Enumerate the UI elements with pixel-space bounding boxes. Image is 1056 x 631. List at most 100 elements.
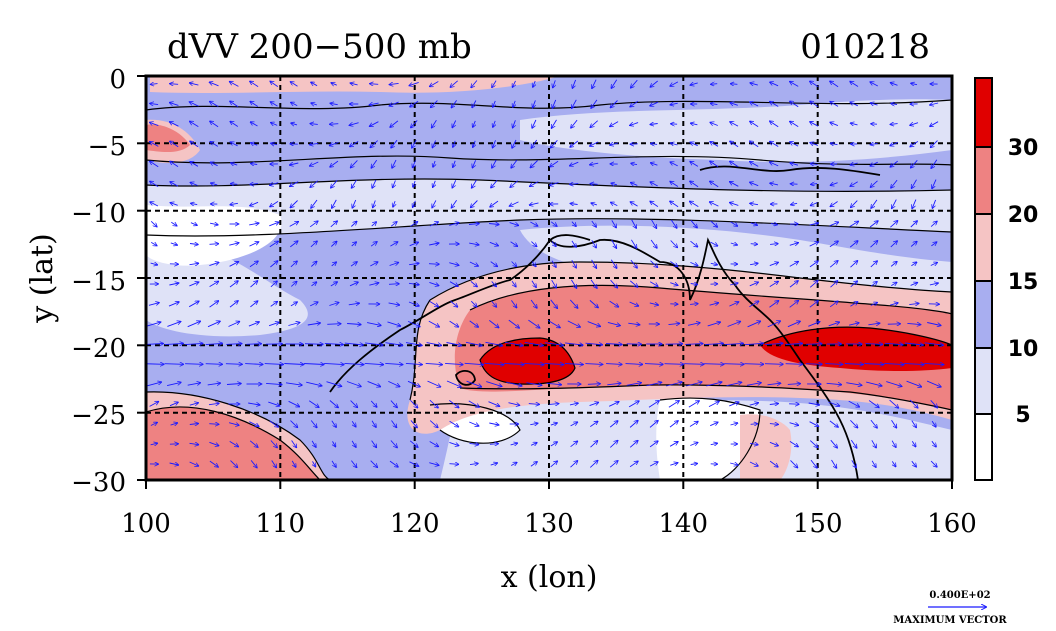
wind-vector <box>670 261 677 267</box>
wind-vector <box>150 263 158 265</box>
wind-vector <box>493 120 495 127</box>
wind-vector <box>330 282 337 287</box>
wind-vector <box>590 441 598 448</box>
wind-vector <box>890 221 897 228</box>
wind-vector <box>769 424 778 425</box>
wind-vector <box>830 201 838 207</box>
wind-vector <box>648 401 659 408</box>
wind-vector <box>629 461 638 468</box>
wind-vector <box>631 219 637 228</box>
wind-vector <box>511 281 516 286</box>
wind-vector <box>229 262 239 267</box>
wind-vector <box>164 343 183 344</box>
wind-vector <box>530 160 538 168</box>
wind-vector <box>747 321 761 328</box>
wind-vector <box>290 163 299 165</box>
x-tick-label: 100 <box>121 509 171 539</box>
wind-vector <box>750 244 758 245</box>
wind-vector <box>927 322 941 326</box>
wind-vector <box>331 83 337 85</box>
wind-vector <box>550 160 559 166</box>
wind-vector <box>230 203 238 204</box>
wind-vector <box>306 381 322 386</box>
wind-vector <box>393 200 395 207</box>
wind-vector <box>809 223 819 225</box>
wind-vector <box>592 79 597 89</box>
wind-vector <box>333 441 336 446</box>
wind-vector <box>871 460 876 467</box>
wind-vector <box>170 203 178 206</box>
wind-vector <box>410 222 418 227</box>
wind-vector <box>307 323 320 325</box>
y-tick-label: −30 <box>71 468 126 498</box>
wind-vector <box>611 100 618 108</box>
wind-vector <box>230 142 238 147</box>
wind-vector <box>291 440 297 448</box>
wind-vector <box>611 79 618 88</box>
wind-vector <box>750 182 759 187</box>
wind-vector <box>370 140 379 148</box>
y-tick-labels: 0 −5 −10 −15 −20 −25 −30 <box>71 65 126 498</box>
wind-vector <box>388 284 399 285</box>
wind-vector <box>468 224 479 225</box>
wind-vector <box>170 141 179 148</box>
wind-vector <box>208 403 219 404</box>
wind-vector <box>871 103 878 105</box>
wind-vector <box>864 364 883 365</box>
wind-vector <box>904 363 924 364</box>
wind-vector <box>350 262 357 267</box>
wind-vector <box>351 242 357 247</box>
wind-vector <box>707 322 721 327</box>
wind-vector <box>251 122 258 127</box>
wind-vector <box>432 140 437 148</box>
wind-vector <box>324 363 344 364</box>
wind-vector <box>508 319 519 328</box>
wind-vector <box>628 401 639 408</box>
x-tick-label: 160 <box>927 509 977 539</box>
wind-vector <box>670 283 677 286</box>
wind-vector <box>785 364 803 365</box>
wind-vector <box>466 380 482 387</box>
wind-vector <box>248 322 259 327</box>
wind-vector <box>485 341 503 345</box>
wind-vector <box>313 461 316 466</box>
wind-vector <box>449 464 459 465</box>
wind-vector <box>370 262 377 267</box>
wind-vector <box>789 243 798 246</box>
wind-vector <box>668 323 680 324</box>
wind-vector <box>311 199 318 208</box>
wind-vector <box>631 163 638 164</box>
wind-vector <box>849 241 858 248</box>
wind-vector <box>446 342 462 346</box>
wind-vector <box>729 402 738 407</box>
wind-vector <box>551 279 557 288</box>
wind-vector <box>591 259 597 268</box>
wind-vector <box>187 321 201 328</box>
wind-vector <box>311 440 316 447</box>
wind-vector <box>326 381 342 387</box>
wind-vector <box>630 123 639 126</box>
wind-vector <box>364 363 384 364</box>
wind-vector <box>511 261 517 267</box>
wind-vector <box>150 181 159 187</box>
wind-vector <box>185 343 202 344</box>
wind-vector <box>731 84 738 85</box>
wind-vector <box>530 443 537 446</box>
wind-vector <box>531 261 536 267</box>
wind-vector <box>346 381 361 387</box>
wind-vector <box>885 343 903 344</box>
wind-vector <box>324 343 343 344</box>
wind-vector <box>370 242 377 247</box>
wind-vector <box>532 119 537 128</box>
wind-vector <box>610 279 618 288</box>
wind-vector <box>330 124 339 125</box>
wind-vector <box>428 320 439 327</box>
wind-vector <box>249 421 258 427</box>
wind-vector <box>868 323 879 325</box>
wind-vector <box>390 440 397 448</box>
wind-vector <box>649 281 658 287</box>
wind-vector <box>250 460 257 467</box>
wind-vector <box>150 122 159 127</box>
wind-vector <box>209 441 218 445</box>
wind-vector <box>769 460 778 467</box>
